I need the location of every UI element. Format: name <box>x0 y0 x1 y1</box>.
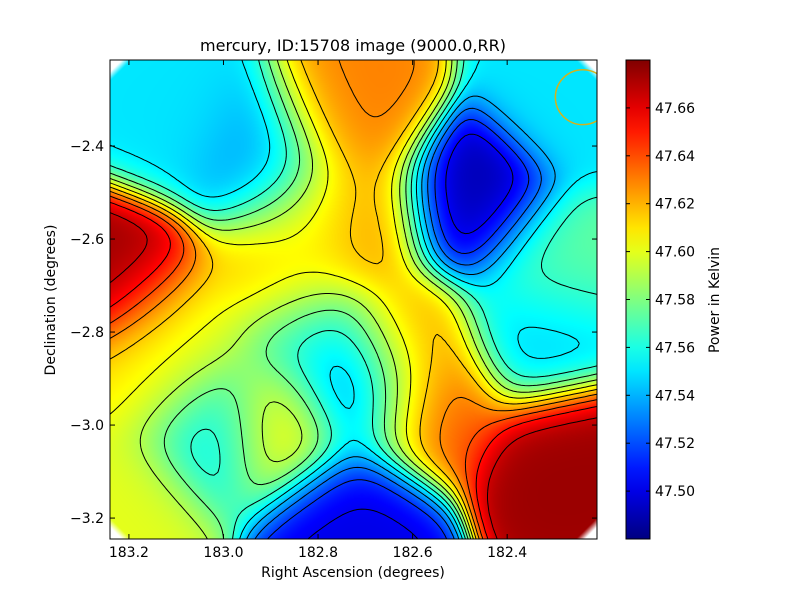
colorbar-tick-label: 47.60 <box>655 245 695 261</box>
y-axis-ticks: −2.4 −2.6 −2.8 −3.0 −3.2 <box>70 139 597 527</box>
y-axis-label: Declination (degrees) <box>43 225 59 376</box>
colorbar-ticks: 47.50 47.52 47.54 47.56 47.58 47.60 47.62 47.64… <box>626 101 695 500</box>
chart-title: mercury, ID:15708 image (9000.0,RR) <box>200 36 506 55</box>
contour-line <box>254 107 542 539</box>
contour-lines <box>110 60 597 539</box>
contour-line <box>110 60 597 539</box>
y-tick-label: −2.8 <box>70 325 104 341</box>
colorbar-tick-label: 47.56 <box>655 340 695 356</box>
contour-line <box>110 60 597 539</box>
x-tick-label: 182.8 <box>298 545 338 561</box>
contour-line <box>110 60 597 539</box>
contour-line <box>246 95 556 539</box>
y-tick-label: −2.6 <box>70 232 104 248</box>
colorbar-label: Power in Kelvin <box>707 247 723 353</box>
beam-circle <box>554 69 597 126</box>
colorbar-tick-label: 47.62 <box>655 197 695 213</box>
colorbar-tick-label: 47.58 <box>655 293 695 309</box>
y-tick-label: −3.0 <box>70 418 104 434</box>
x-axis-label: Right Ascension (degrees) <box>261 565 445 581</box>
colorbar-tick-label: 47.54 <box>655 388 695 404</box>
x-tick-label: 182.4 <box>487 545 527 561</box>
plot-area <box>110 60 597 539</box>
contour-line <box>307 133 514 539</box>
y-tick-label: −2.4 <box>70 139 104 155</box>
x-axis-ticks: 183.2 183.0 182.8 182.6 182.4 <box>109 60 527 561</box>
contour-line <box>110 60 597 539</box>
x-tick-label: 183.0 <box>203 545 243 561</box>
contour-line <box>110 195 597 539</box>
contour-line <box>110 212 597 539</box>
contour-line <box>110 60 597 539</box>
contour-line <box>110 60 597 539</box>
colorbar-tick-label: 47.64 <box>655 149 695 165</box>
contour-line <box>110 201 597 539</box>
y-tick-label: −3.2 <box>70 511 104 527</box>
colorbar-tick-label: 47.66 <box>655 101 695 117</box>
x-tick-label: 183.2 <box>109 545 149 561</box>
contour-line <box>267 119 530 539</box>
plot-frame <box>109 59 598 540</box>
colorbar-tick-label: 47.52 <box>655 436 695 452</box>
x-tick-label: 182.6 <box>393 545 433 561</box>
colorbar-tick-label: 47.50 <box>655 484 695 500</box>
contour-line <box>110 60 597 539</box>
